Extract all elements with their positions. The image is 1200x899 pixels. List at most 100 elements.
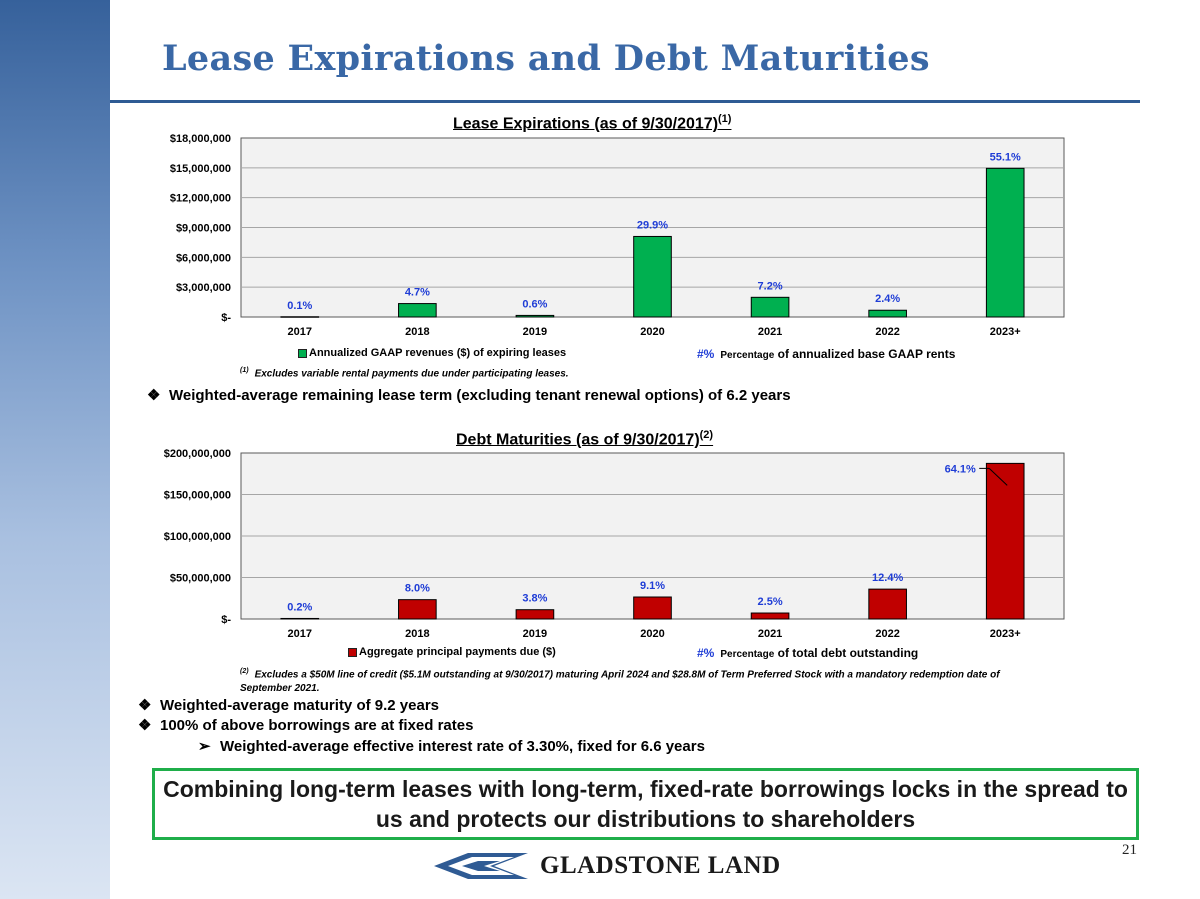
- debt-bar: [750, 612, 790, 620]
- lease-y-tick-label: $9,000,000: [176, 223, 231, 235]
- debt-x-tick-label: 2018: [405, 628, 429, 640]
- debt-x-tick-label: 2017: [288, 628, 312, 640]
- lease-legend-hash: #%: [697, 347, 715, 361]
- lease-y-tick-label: $12,000,000: [170, 193, 231, 205]
- lease-x-tick-label: 2020: [640, 326, 664, 338]
- bullet-lease-term-text: Weighted-average remaining lease term (e…: [169, 387, 791, 404]
- lease-footnote-text: Excludes variable rental payments due un…: [254, 368, 569, 380]
- lease-legend-series: Annualized GAAP revenues ($) of expiring…: [298, 347, 566, 359]
- lease-legend-percentage: #% Percentage of annualized base GAAP ren…: [697, 347, 955, 361]
- lease-chart-title-footnote-mark: (1): [718, 113, 732, 125]
- lease-legend-pct-text: of annualized base GAAP rents: [777, 347, 956, 361]
- lease-bar: [868, 309, 907, 318]
- debt-x-tick-label: 2021: [758, 628, 782, 640]
- lease-legend-series-label: Annualized GAAP revenues ($) of expiring…: [309, 347, 567, 359]
- callout-box: Combining long-term leases with long-ter…: [152, 768, 1139, 840]
- lease-data-label: 55.1%: [990, 151, 1021, 163]
- lease-x-tick-label: 2023+: [990, 326, 1021, 338]
- bullet-maturity-text: Weighted-average maturity of 9.2 years: [160, 697, 439, 714]
- debt-x-tick-label: 2020: [640, 628, 664, 640]
- debt-legend-series: Aggregate principal payments due ($): [348, 646, 556, 658]
- debt-bar: [868, 588, 907, 620]
- lease-x-tick-label: 2017: [288, 326, 312, 338]
- lease-data-label: 29.9%: [637, 219, 668, 231]
- debt-footnote-text: Excludes a $50M line of credit ($5.1M ou…: [240, 669, 1000, 695]
- lease-data-label: 0.6%: [522, 298, 547, 310]
- diamond-bullet-icon: ❖: [138, 697, 152, 714]
- lease-legend-pct-small: Percentage: [720, 350, 775, 361]
- debt-legend-series-label: Aggregate principal payments due ($): [359, 646, 556, 658]
- bullet-fixed-rate-text: 100% of above borrowings are at fixed ra…: [160, 717, 474, 734]
- debt-x-tick-label: 2022: [875, 628, 899, 640]
- lease-y-tick-label: $15,000,000: [170, 163, 231, 175]
- lease-chart-title: Lease Expirations (as of 9/30/2017)(1): [453, 113, 731, 133]
- debt-plot-area: [240, 452, 1065, 620]
- debt-y-tick-label: $150,000,000: [164, 490, 231, 502]
- lease-x-tick-label: 2019: [523, 326, 547, 338]
- debt-x-tick-label: 2023+: [990, 628, 1021, 640]
- lease-data-label: 7.2%: [758, 280, 783, 292]
- page-title: Lease Expirations and Debt Maturities: [162, 38, 930, 79]
- gladstone-logo-icon: [434, 853, 528, 879]
- callout-text: Combining long-term leases with long-ter…: [163, 776, 1128, 832]
- lease-data-label: 2.4%: [875, 293, 900, 305]
- bullet-fixed-rate: ❖ 100% of above borrowings are at fixed r…: [138, 716, 473, 734]
- page-number: 21: [1122, 842, 1137, 858]
- side-gradient-bar: [0, 0, 110, 899]
- debt-legend-swatch: [348, 647, 357, 657]
- bullet-lease-term: ❖ Weighted-average remaining lease term (…: [147, 386, 791, 404]
- lease-plot-area: [240, 137, 1065, 318]
- debt-legend-hash: #%: [697, 646, 715, 660]
- diamond-bullet-icon: ❖: [138, 717, 152, 734]
- lease-x-tick-label: 2022: [875, 326, 899, 338]
- debt-y-tick-label: $50,000,000: [170, 573, 231, 585]
- lease-y-tick-label: $3,000,000: [176, 282, 231, 294]
- lease-y-tick-label: $6,000,000: [176, 252, 231, 264]
- lease-footnote-mark: (1): [240, 367, 249, 374]
- lease-y-tick-label: $18,000,000: [170, 133, 231, 145]
- debt-legend-pct-text: of total debt outstanding: [777, 646, 919, 660]
- debt-bar: [515, 609, 555, 620]
- debt-y-tick-label: $100,000,000: [164, 531, 231, 543]
- bullet-interest-rate: ➢ Weighted-average effective interest rat…: [198, 737, 705, 755]
- bullet-maturity: ❖ Weighted-average maturity of 9.2 years: [138, 696, 439, 714]
- debt-data-label: 8.0%: [405, 583, 430, 595]
- lease-bar: [633, 235, 672, 318]
- debt-bar: [398, 599, 437, 620]
- lease-legend-swatch: [298, 348, 307, 358]
- lease-bar: [750, 296, 790, 318]
- lease-y-tick-label: $-: [221, 312, 231, 324]
- bullet-interest-rate-text: Weighted-average effective interest rate…: [220, 738, 705, 755]
- lease-bar: [398, 303, 437, 318]
- debt-legend-pct-small: Percentage: [720, 649, 775, 660]
- debt-footnote: (2) Excludes a $50M line of credit ($5.1M…: [240, 665, 1040, 696]
- lease-chart-title-text: Lease Expirations (as of 9/30/2017): [453, 115, 719, 133]
- debt-leader-line: [988, 468, 1008, 486]
- lease-x-tick-label: 2021: [758, 326, 782, 338]
- lease-data-label: 0.1%: [287, 300, 312, 312]
- debt-footnote-mark: (2): [240, 668, 249, 675]
- debt-data-label: 12.4%: [872, 572, 903, 584]
- arrow-bullet-icon: ➢: [198, 738, 211, 755]
- debt-chart-title-text: Debt Maturities (as of 9/30/2017): [456, 431, 700, 449]
- diamond-bullet-icon: ❖: [147, 387, 161, 404]
- debt-data-label: 9.1%: [640, 580, 665, 592]
- logo-text: GLADSTONE LAND: [540, 852, 781, 879]
- debt-bar: [985, 462, 1025, 620]
- title-divider: [110, 100, 1140, 103]
- debt-data-label: 3.8%: [522, 593, 547, 605]
- debt-y-tick-label: $-: [221, 614, 231, 626]
- debt-data-label: 0.2%: [287, 601, 312, 613]
- debt-bar: [633, 596, 672, 620]
- company-logo: GLADSTONE LAND: [432, 852, 781, 880]
- debt-chart-title: Debt Maturities (as of 9/30/2017)(2): [456, 429, 713, 449]
- debt-data-label: 64.1%: [945, 463, 976, 475]
- debt-x-tick-label: 2019: [523, 628, 547, 640]
- debt-bar: [280, 617, 320, 620]
- lease-x-tick-label: 2018: [405, 326, 429, 338]
- lease-bar: [985, 167, 1025, 318]
- debt-y-tick-label: $200,000,000: [164, 448, 231, 460]
- debt-data-label: 2.5%: [758, 596, 783, 608]
